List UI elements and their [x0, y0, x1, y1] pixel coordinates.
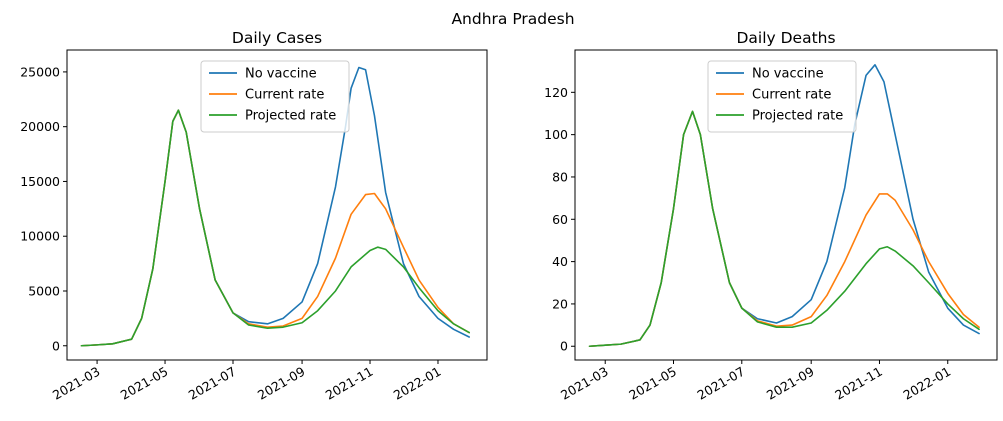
- plot-frame: [574, 49, 998, 361]
- y-tick-label: 80: [552, 169, 568, 184]
- legend-label-projected-rate: Projected rate: [245, 109, 336, 124]
- y-tick-label: 15000: [20, 174, 60, 189]
- legend-box: [200, 60, 350, 133]
- y-tick-label: 120: [544, 85, 568, 100]
- series-lines: [588, 64, 980, 348]
- series-line-projected-rate: [80, 109, 470, 347]
- legend-box: [707, 60, 857, 133]
- figure-suptitle: Andhra Pradesh: [451, 10, 574, 28]
- legend: No vaccine Current rate Projected rate: [707, 60, 857, 133]
- legend-label-no-vaccine: No vaccine: [752, 67, 824, 82]
- y-tick-label: 0: [52, 338, 60, 353]
- y-tick-label: 25000: [20, 64, 60, 79]
- y-tick-label: 20000: [20, 119, 60, 134]
- chart-title: Daily Cases: [232, 29, 322, 47]
- legend-label-current-rate: Current rate: [752, 88, 831, 103]
- chart-title: Daily Deaths: [736, 29, 835, 47]
- y-tick-label: 5000: [28, 283, 60, 298]
- plot-frame: [66, 49, 488, 361]
- y-tick-label: 20: [552, 296, 568, 311]
- y-tick-label: 40: [552, 254, 568, 269]
- legend-label-current-rate: Current rate: [245, 88, 324, 103]
- series-lines: [80, 66, 470, 347]
- y-tick-label: 0: [560, 339, 568, 354]
- y-tick-label: 10000: [20, 229, 60, 244]
- legend: No vaccine Current rate Projected rate: [200, 60, 350, 133]
- series-line-projected-rate: [588, 110, 980, 348]
- y-tick-label: 60: [552, 212, 568, 227]
- y-tick-label: 100: [544, 127, 568, 142]
- legend-label-projected-rate: Projected rate: [752, 109, 843, 124]
- legend-label-no-vaccine: No vaccine: [245, 67, 317, 82]
